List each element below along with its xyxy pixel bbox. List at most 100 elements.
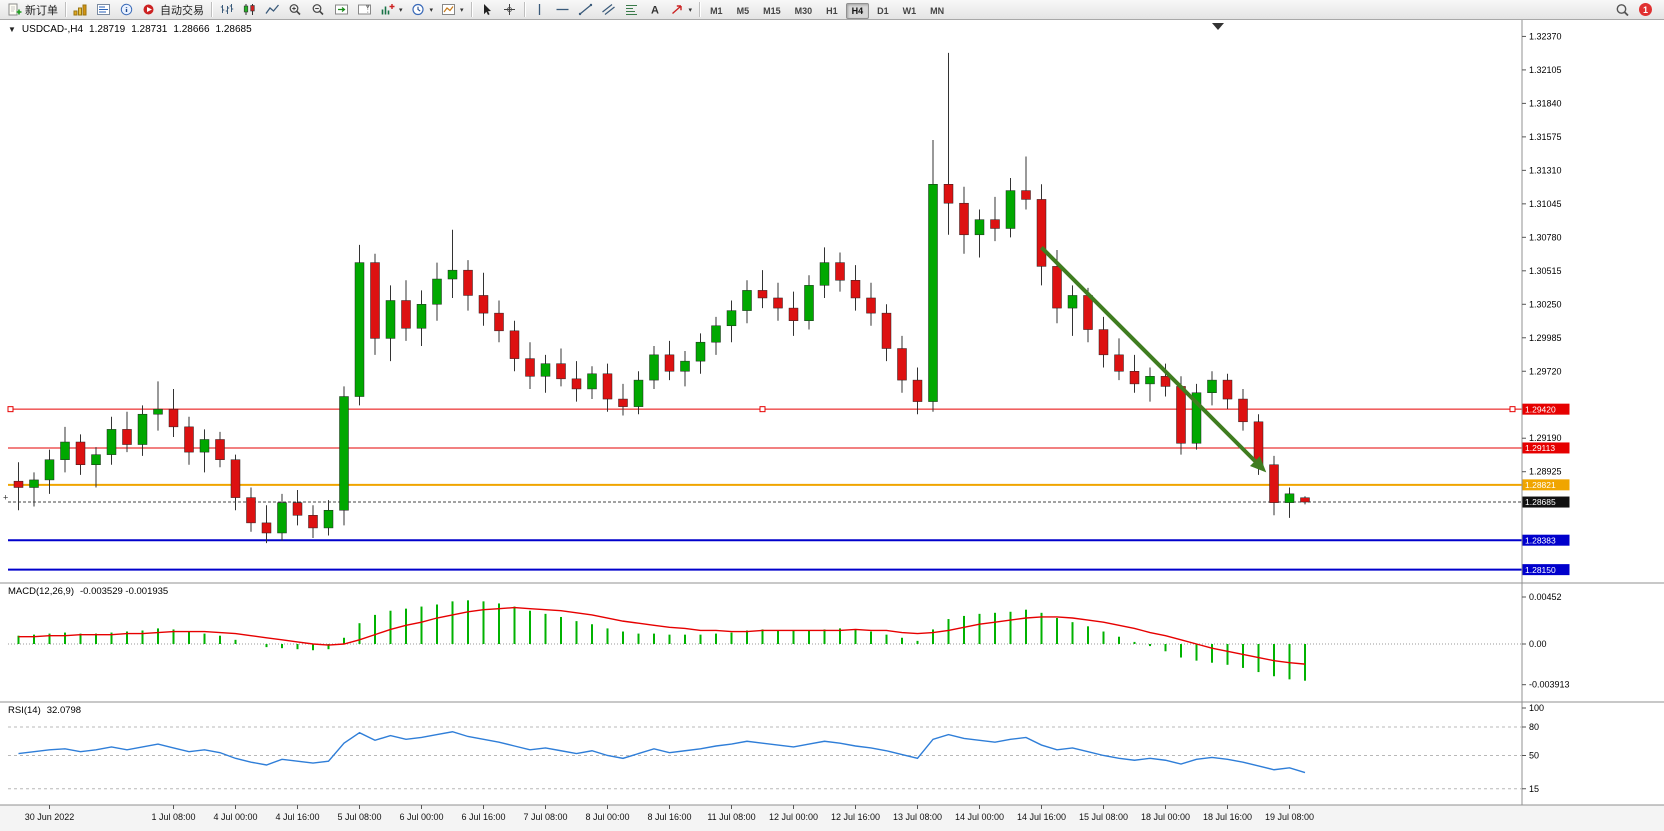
open-value: 1.28719: [89, 24, 126, 35]
crosshair-button[interactable]: [498, 0, 521, 19]
timeframe-mn-button[interactable]: MN: [930, 5, 945, 16]
svg-text:1.29190: 1.29190: [1529, 433, 1562, 443]
text-tool-button[interactable]: A: [643, 0, 666, 19]
svg-text:1.29720: 1.29720: [1529, 366, 1562, 376]
chart-menu-icon[interactable]: ▼: [8, 25, 16, 34]
candlestick-chart-button[interactable]: [238, 0, 261, 19]
zoom-out-button[interactable]: [307, 0, 330, 19]
text-icon: A: [647, 3, 662, 17]
indicators-button[interactable]: ▾: [376, 0, 407, 19]
bar-chart-button[interactable]: [215, 0, 238, 19]
rsi-value: 32.0798: [46, 705, 82, 716]
toolbar-separator: [211, 2, 212, 17]
arrows-tool-button[interactable]: ▾: [666, 0, 697, 19]
fibonacci-icon: [624, 3, 639, 16]
data-window-button[interactable]: [115, 0, 138, 19]
ohlc-header: ▼ USDCAD-,H4 1.28719 1.28731 1.28666 1.2…: [8, 24, 252, 35]
svg-text:15: 15: [1529, 784, 1539, 794]
periods-button[interactable]: ▾: [407, 0, 438, 19]
svg-text:19 Jul 08:00: 19 Jul 08:00: [1265, 812, 1314, 822]
templates-button[interactable]: ▾: [437, 0, 468, 19]
chart-background: [0, 20, 1664, 831]
timeframe-w1-button[interactable]: W1: [902, 5, 917, 16]
main-toolbar: 新订单 自动交易 ▾ ▾ ▾ A ▾ M1 M5 M15 M30 H1 H4 D1 W1 M: [0, 0, 1664, 20]
timeframe-m30-button[interactable]: M30: [794, 5, 813, 16]
autotrading-label: 自动交易: [160, 4, 204, 17]
svg-text:7 Jul 08:00: 7 Jul 08:00: [523, 812, 567, 822]
timeframe-m5-button[interactable]: M5: [736, 5, 750, 16]
svg-text:1.30515: 1.30515: [1529, 266, 1562, 276]
trendline-button[interactable]: [574, 0, 597, 19]
svg-text:6 Jul 00:00: 6 Jul 00:00: [399, 812, 443, 822]
fibonacci-button[interactable]: [620, 0, 643, 19]
chevron-down-icon: ▾: [429, 6, 434, 14]
profiles-button[interactable]: [69, 0, 92, 19]
svg-text:+: +: [3, 493, 8, 503]
new-order-button[interactable]: 新订单: [3, 0, 62, 19]
channel-button[interactable]: [597, 0, 620, 19]
timeframe-m1-button[interactable]: M1: [710, 5, 723, 16]
new-order-label: 新订单: [25, 4, 58, 17]
macd-panel: 0.00452 0.00 -0.003913: [8, 592, 1570, 690]
svg-text:1.28821: 1.28821: [1525, 480, 1556, 490]
auto-scroll-icon: [334, 3, 349, 16]
chart-shift-marker[interactable]: [1212, 23, 1224, 30]
svg-text:1.32370: 1.32370: [1529, 31, 1562, 41]
horizontal-level-lines[interactable]: [7, 406, 1522, 571]
time-axis[interactable]: 30 Jun 2022 1 Jul 08:00 4 Jul 00:00 4 Jul 1…: [25, 805, 1314, 822]
svg-text:1.31310: 1.31310: [1529, 165, 1562, 175]
search-icon[interactable]: [1615, 3, 1630, 17]
market-watch-button[interactable]: [92, 0, 115, 19]
trend-arrow[interactable]: [1040, 246, 1267, 473]
vertical-line-icon: [532, 3, 547, 16]
cursor-button[interactable]: [475, 0, 498, 19]
line-chart-button[interactable]: [261, 0, 284, 19]
panel-separators: [0, 20, 1664, 806]
vertical-line-button[interactable]: [528, 0, 551, 19]
autotrading-button[interactable]: 自动交易: [138, 0, 208, 19]
rsi-label: RSI(14): [8, 705, 41, 716]
macd-label: MACD(12,26,9): [8, 586, 74, 597]
svg-text:1.31575: 1.31575: [1529, 132, 1562, 142]
svg-text:1.31840: 1.31840: [1529, 98, 1562, 108]
svg-text:8 Jul 16:00: 8 Jul 16:00: [647, 812, 691, 822]
price-axis[interactable]: 1.32370 1.32105 1.31840 1.31575 1.31310 1.310…: [1522, 31, 1570, 576]
svg-text:1.28685: 1.28685: [1525, 497, 1556, 507]
autotrading-icon: [142, 3, 157, 16]
svg-text:18 Jul 00:00: 18 Jul 00:00: [1141, 812, 1190, 822]
svg-text:1 Jul 08:00: 1 Jul 08:00: [151, 812, 195, 822]
auto-scroll-button[interactable]: [330, 0, 353, 19]
svg-text:1.29985: 1.29985: [1529, 333, 1562, 343]
chevron-down-icon: ▾: [688, 6, 693, 14]
channel-icon: [601, 3, 616, 16]
svg-text:12 Jul 00:00: 12 Jul 00:00: [769, 812, 818, 822]
macd-values: -0.003529 -0.001935: [80, 586, 169, 597]
svg-text:1.30250: 1.30250: [1529, 299, 1562, 309]
svg-text:15 Jul 08:00: 15 Jul 08:00: [1079, 812, 1128, 822]
svg-text:0.00452: 0.00452: [1529, 592, 1562, 602]
svg-text:30 Jun 2022: 30 Jun 2022: [25, 812, 75, 822]
svg-text:1.31045: 1.31045: [1529, 199, 1562, 209]
chart-shift-icon: [357, 3, 372, 16]
timeframe-h1-button[interactable]: H1: [826, 5, 838, 16]
svg-text:1.29113: 1.29113: [1525, 443, 1555, 453]
line-chart-icon: [265, 3, 280, 16]
timeframe-d1-button[interactable]: D1: [877, 5, 889, 16]
crosshair-icon: [502, 3, 517, 16]
horizontal-line-button[interactable]: [551, 0, 574, 19]
candlestick-series: [13, 52, 1310, 544]
zoom-in-button[interactable]: [284, 0, 307, 19]
templates-icon: [441, 3, 456, 16]
timeframe-h4-button[interactable]: H4: [845, 2, 870, 19]
svg-text:1.28383: 1.28383: [1525, 535, 1556, 545]
notification-badge[interactable]: 1: [1639, 3, 1652, 16]
chart-shift-button[interactable]: [353, 0, 376, 19]
svg-text:1.30780: 1.30780: [1529, 232, 1562, 242]
bars-icon: [219, 3, 234, 16]
zoom-in-icon: [288, 3, 303, 16]
timeframe-m15-button[interactable]: M15: [763, 5, 781, 16]
zoom-out-icon: [311, 3, 326, 16]
symbol-period-label: USDCAD-,H4: [21, 24, 84, 35]
